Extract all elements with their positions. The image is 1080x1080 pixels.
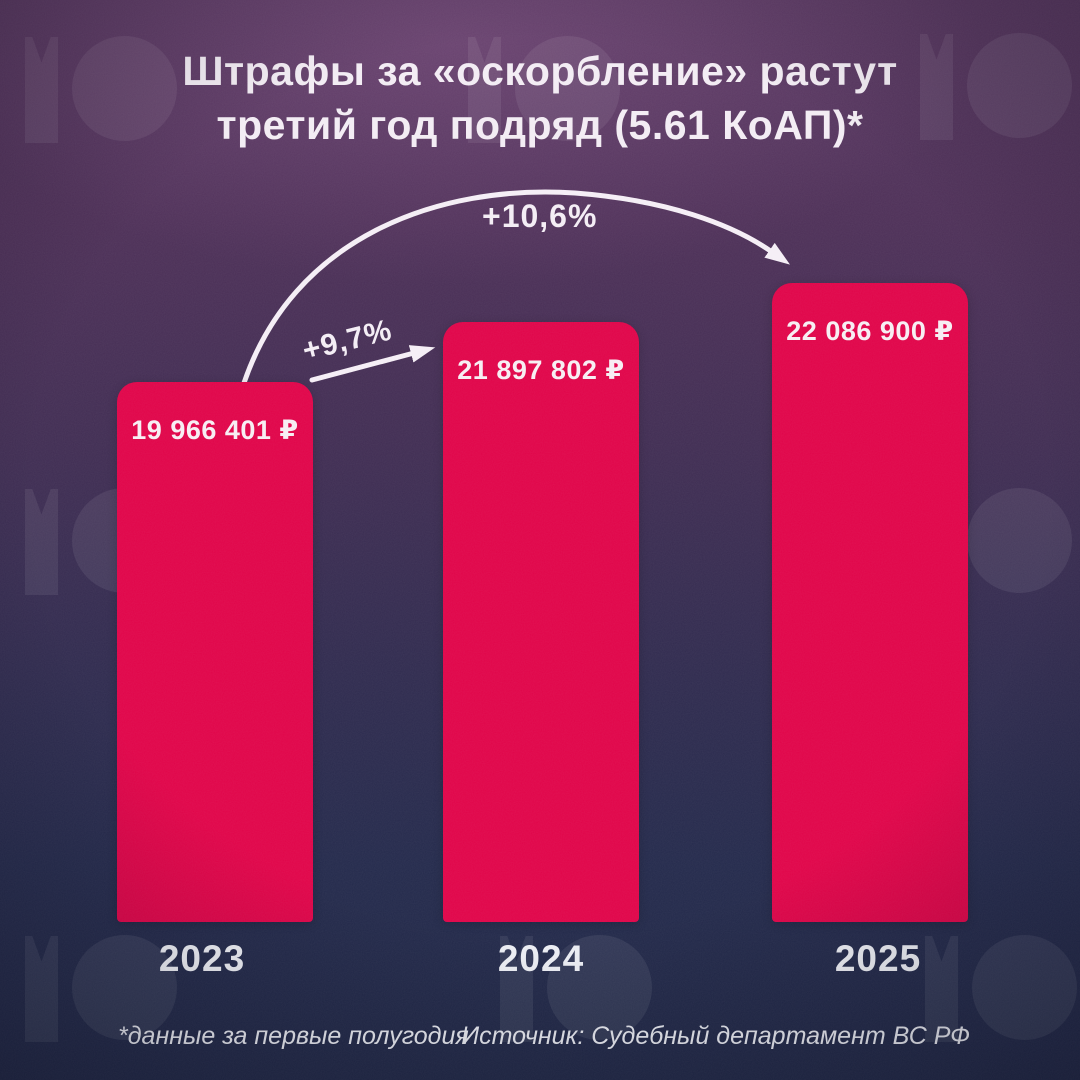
- growth-label-2024: +9,7%: [299, 313, 396, 368]
- bar-2023: 19 966 401 ₽: [117, 382, 313, 922]
- footnote: *данные за первые полугодия: [118, 1022, 469, 1050]
- watermark-circle-shape: [967, 488, 1072, 593]
- year-label-2024: 2024: [497, 938, 585, 979]
- bar-value-2023: 19 966 401 ₽: [131, 415, 299, 445]
- watermark-circle-shape: [972, 935, 1077, 1040]
- growth-label-2025: +10,6%: [482, 198, 598, 234]
- watermark-bar-shape: [25, 489, 58, 595]
- page-title-line2: третий год подряд (5.61 КоАП)*: [216, 102, 864, 149]
- year-label-2025: 2025: [834, 938, 922, 979]
- year-label-2023: 2023: [158, 938, 246, 979]
- page-title-line1: Штрафы за «оскорбление» растут: [182, 48, 898, 94]
- source-credit: Источник: Судебный департамент ВС РФ: [461, 1022, 970, 1050]
- bar-2025: 22 086 900 ₽: [772, 283, 968, 922]
- page-title: Штрафы за «оскорбление» растут третий го…: [0, 44, 1080, 152]
- bar-value-2025: 22 086 900 ₽: [786, 316, 954, 346]
- bar-value-2024: 21 897 802 ₽: [457, 355, 625, 385]
- watermark-bar-shape: [25, 936, 58, 1042]
- bar-2024: 21 897 802 ₽: [443, 322, 639, 922]
